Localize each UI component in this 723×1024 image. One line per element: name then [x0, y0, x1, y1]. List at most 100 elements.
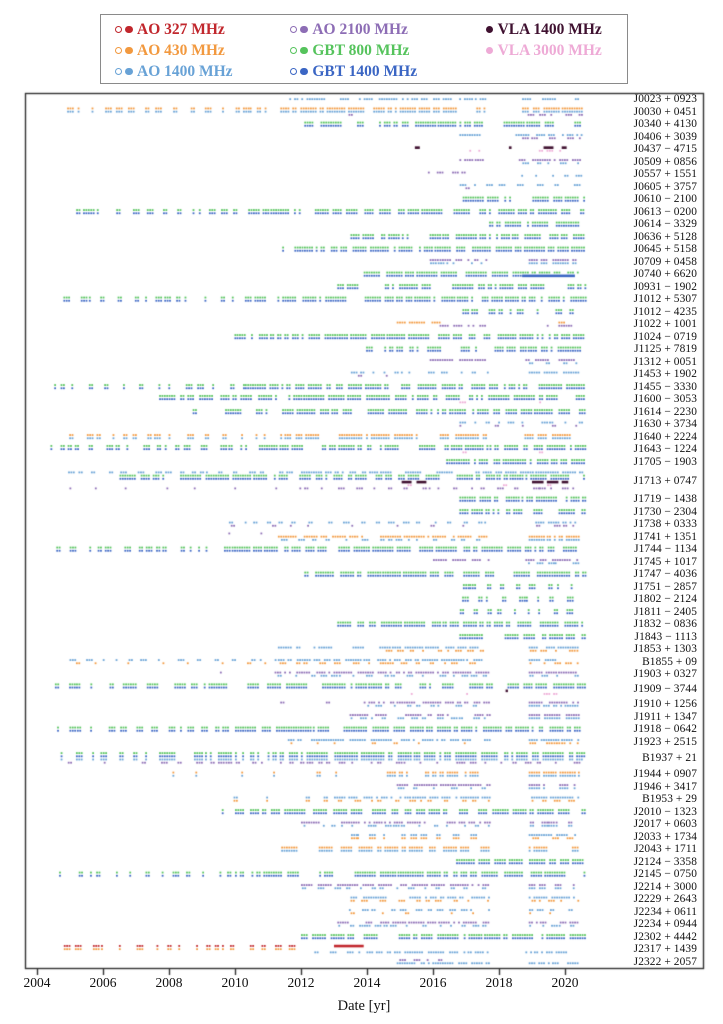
pulsar-label: J2234 + 0944: [633, 918, 697, 931]
x-tick-label: 2014: [353, 975, 381, 990]
pulsar-label: J1745 + 1017: [633, 555, 697, 568]
legend-label: AO 2100 MHz: [312, 20, 408, 38]
pulsar-label: J1125 + 7819: [634, 343, 697, 356]
filled-circle-icon: [300, 46, 308, 55]
pulsar-label: J2322 + 2057: [633, 955, 697, 968]
legend-label: VLA 3000 MHz: [497, 41, 602, 59]
legend-marker: [476, 46, 498, 55]
filled-circle-icon: [125, 46, 133, 55]
pulsar-label: J1600 − 3053: [633, 393, 697, 406]
legend-entry-ao-430: AO 430 MHz: [115, 40, 290, 61]
pulsar-label: J0557 + 1551: [633, 168, 697, 181]
pulsar-label: J1643 − 1224: [633, 443, 697, 456]
pulsar-label: J0023 + 0923: [633, 93, 697, 106]
legend-entry-vla-3000: VLA 3000 MHz: [476, 40, 627, 61]
open-circle-icon: [115, 68, 122, 75]
filled-circle-icon: [485, 46, 494, 55]
pulsar-label: J1738 + 0333: [633, 518, 697, 531]
pulsar-label: J2124 − 3358: [633, 855, 697, 868]
pulsar-label: J2043 + 1711: [634, 843, 697, 856]
pulsar-label: J2010 − 1323: [633, 805, 697, 818]
x-tick-label: 2006: [89, 975, 117, 990]
pulsar-label: J0740 + 6620: [633, 268, 697, 281]
legend-entry-ao-2100: AO 2100 MHz: [290, 19, 475, 40]
open-circle-icon: [290, 68, 298, 75]
pulsar-label: B1855 + 09: [642, 655, 697, 668]
open-circle-icon: [115, 47, 122, 54]
pulsar-label: J1910 + 1256: [633, 698, 697, 711]
legend-marker: [115, 25, 137, 34]
x-tick-label: 2020: [551, 975, 579, 990]
pulsar-label: J1453 + 1902: [633, 368, 697, 381]
pulsar-label: J1455 − 3330: [633, 380, 697, 393]
pulsar-label: J1730 − 2304: [633, 505, 697, 518]
pulsar-label: J1012 − 4235: [633, 305, 697, 318]
pulsar-label: J1747 − 4036: [633, 568, 697, 581]
legend-entry-gbt-800: GBT 800 MHz: [290, 40, 475, 61]
pulsar-label: J0614 − 3329: [633, 218, 697, 231]
pulsar-label: J1751 − 2857: [633, 580, 697, 593]
pulsar-label: B1937 + 21: [642, 752, 697, 764]
pulsar-label: J1946 + 3417: [633, 780, 697, 793]
pulsar-label: J0709 + 0458: [633, 255, 697, 268]
pulsar-label: J1312 + 0051: [633, 355, 697, 368]
pulsar-label: J1705 − 1903: [633, 455, 697, 468]
pulsar-label: J2145 − 0750: [633, 868, 697, 881]
filled-circle-icon: [485, 25, 494, 34]
pulsar-label: J1741 + 1351: [633, 530, 697, 543]
open-circle-icon: [290, 26, 298, 33]
pulsar-label: J0605 + 3757: [633, 180, 697, 193]
pulsar-label: J1911 + 1347: [634, 710, 697, 723]
open-circle-icon: [290, 47, 298, 54]
legend-column-1: AO 327 MHz AO 430 MHz AO 1400 MHz: [115, 19, 290, 83]
pulsar-label: J0509 + 0856: [633, 155, 697, 168]
pulsar-label: J1853 + 1303: [633, 643, 697, 656]
pulsar-label: J0636 + 5128: [633, 230, 697, 243]
pulsar-label: J1630 + 3734: [633, 418, 697, 431]
legend-marker: [290, 46, 312, 55]
legend-label: VLA 1400 MHz: [497, 20, 602, 38]
filled-circle-icon: [125, 25, 133, 34]
x-tick-label: 2012: [287, 975, 315, 990]
filled-circle-icon: [125, 67, 133, 76]
x-tick-label: 2004: [23, 975, 51, 990]
legend-label: GBT 1400 MHz: [312, 62, 418, 80]
x-tick-label: 2010: [221, 975, 249, 990]
pulsar-label: B1953 + 29: [642, 793, 697, 806]
pulsar-label: J0610 − 2100: [633, 193, 697, 206]
legend-marker: [115, 67, 137, 76]
pulsar-label: J2234 + 0611: [634, 905, 697, 918]
pulsar-label: J2017 + 0603: [633, 818, 697, 831]
pulsar-label: J1918 − 0642: [633, 723, 697, 736]
pulsar-label: J0437 − 4715: [633, 143, 697, 156]
legend-marker: [290, 67, 312, 76]
pulsar-label: J2317 + 1439: [633, 943, 697, 956]
legend: AO 327 MHz AO 430 MHz AO 1400 MHz AO 210…: [100, 14, 628, 84]
pulsar-label: J2214 + 3000: [633, 880, 697, 893]
pulsar-label: J1944 + 0907: [633, 768, 697, 781]
pulsar-label: J0406 + 3039: [633, 130, 697, 143]
pulsar-label: J1024 − 0719: [633, 330, 697, 343]
pulsar-label: J1802 − 2124: [633, 593, 697, 606]
pulsar-label: J1923 + 2515: [633, 735, 697, 748]
legend-label: AO 1400 MHz: [137, 62, 233, 80]
pulsar-label: J0613 − 0200: [633, 205, 697, 218]
open-circle-icon: [115, 26, 122, 33]
pulsar-label: J1640 + 2224: [633, 430, 697, 443]
legend-column-3: VLA 1400 MHz VLA 3000 MHz: [476, 19, 627, 83]
legend-entry-ao-1400: AO 1400 MHz: [115, 61, 290, 82]
pulsar-label: J0645 + 5158: [633, 243, 697, 256]
filled-circle-icon: [300, 67, 308, 76]
pulsar-label: J1909 − 3744: [633, 683, 697, 696]
pulsar-label: J1022 + 1001: [633, 318, 697, 331]
x-tick-label: 2016: [419, 975, 447, 990]
filled-circle-icon: [300, 25, 308, 34]
legend-label: GBT 800 MHz: [312, 41, 410, 59]
legend-label: AO 327 MHz: [137, 20, 225, 38]
x-tick-label: 2008: [155, 975, 183, 990]
pulsar-label: J1843 − 1113: [634, 630, 697, 643]
pulsar-label: J2229 + 2643: [633, 893, 697, 906]
legend-label: AO 430 MHz: [137, 41, 225, 59]
